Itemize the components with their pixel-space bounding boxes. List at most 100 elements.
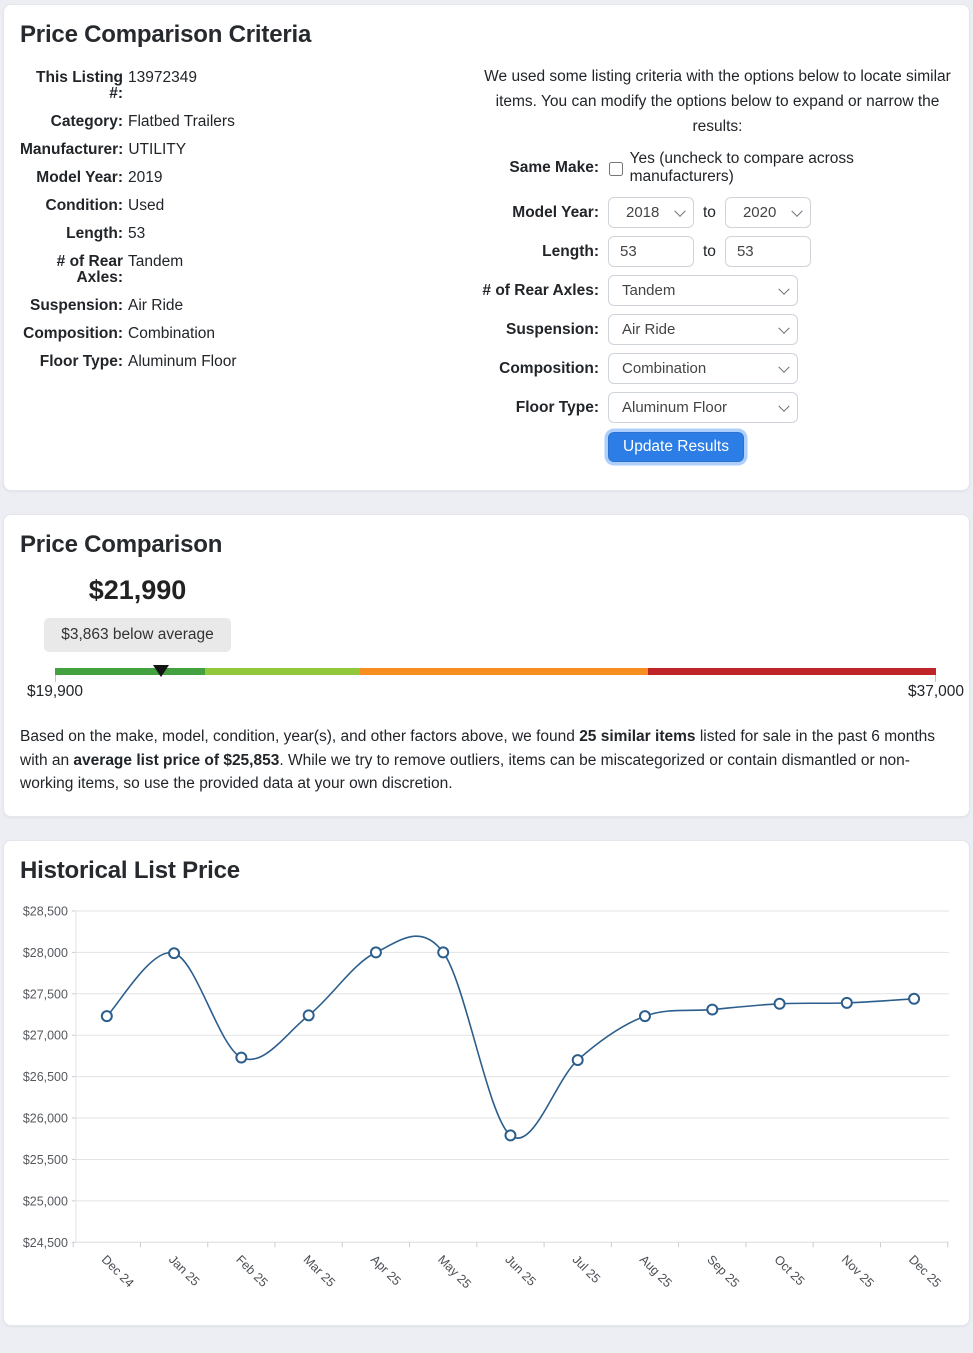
listing-row: Model Year: 2019 bbox=[20, 170, 482, 186]
listing-row: Composition: Combination bbox=[20, 326, 482, 342]
same-make-label: Same Make: bbox=[509, 159, 599, 177]
svg-text:Nov 25: Nov 25 bbox=[839, 1252, 877, 1290]
model-year-label: Model Year: bbox=[512, 203, 599, 221]
listing-label: Floor Type: bbox=[39, 353, 123, 370]
composition-select-label: Composition: bbox=[499, 359, 599, 377]
svg-text:$26,000: $26,000 bbox=[23, 1112, 68, 1126]
criteria-select-rows: # of Rear Axles: Tandem Suspension: Air Rid… bbox=[482, 275, 953, 424]
update-row: Update Results bbox=[482, 432, 953, 463]
criteria-select-row: Floor Type: Aluminum Floor bbox=[482, 392, 953, 424]
svg-text:Oct 25: Oct 25 bbox=[771, 1252, 807, 1288]
svg-text:$24,500: $24,500 bbox=[23, 1236, 68, 1250]
composition-select[interactable]: Combination bbox=[608, 353, 798, 385]
suspension-select[interactable]: Air Ride bbox=[608, 314, 798, 346]
comparison-note: Based on the make, model, condition, yea… bbox=[20, 725, 953, 796]
listing-price: $21,990 bbox=[88, 575, 187, 606]
listing-label: Composition: bbox=[23, 325, 123, 342]
svg-text:$26,500: $26,500 bbox=[23, 1070, 68, 1084]
note-text: Based on the make, model, condition, yea… bbox=[20, 728, 580, 746]
price-range-bar-area bbox=[55, 664, 936, 683]
model-year-to-word: to bbox=[703, 203, 716, 221]
note-text: listed for sale in the past 6 months wit… bbox=[20, 728, 936, 769]
length-to-word: to bbox=[703, 242, 716, 260]
note-bold-average: average list price of $25,853 bbox=[73, 751, 280, 769]
listing-value: Used bbox=[128, 197, 165, 214]
svg-text:$27,000: $27,000 bbox=[23, 1029, 68, 1043]
svg-text:$25,500: $25,500 bbox=[23, 1153, 68, 1167]
price-range-labels: $19,900 $37,000 bbox=[27, 683, 964, 703]
listing-label: Model Year: bbox=[36, 169, 123, 186]
length-row: Length: to bbox=[482, 236, 953, 268]
criteria-select-row: Suspension: Air Ride bbox=[482, 314, 953, 346]
svg-text:Dec 24: Dec 24 bbox=[99, 1252, 137, 1290]
floor-type-select[interactable]: Aluminum Floor bbox=[608, 392, 798, 424]
update-results-button[interactable]: Update Results bbox=[608, 432, 744, 463]
range-min-label: $19,900 bbox=[26, 683, 84, 701]
svg-text:$27,500: $27,500 bbox=[23, 987, 68, 1001]
listing-details: This Listing #: 13972349 Category: Flatbed … bbox=[20, 65, 482, 470]
svg-text:Aug 25: Aug 25 bbox=[637, 1252, 675, 1290]
listing-label: Length: bbox=[66, 225, 123, 242]
svg-text:$25,000: $25,000 bbox=[23, 1194, 68, 1208]
listing-row: Length: 53 bbox=[20, 226, 482, 242]
bar-segment bbox=[55, 668, 205, 676]
criteria-select-row: # of Rear Axles: Tandem bbox=[482, 275, 953, 307]
price-comparison-title: Price Comparison bbox=[20, 531, 223, 559]
listing-value: Aluminum Floor bbox=[128, 353, 237, 370]
price-range-bar bbox=[55, 668, 936, 676]
listing-label: Condition: bbox=[45, 197, 123, 214]
length-from-input[interactable] bbox=[608, 236, 694, 268]
criteria-select-row: Composition: Combination bbox=[482, 353, 953, 385]
listing-value: 53 bbox=[128, 225, 146, 242]
intro-line2: items. You can modify the options below … bbox=[495, 92, 940, 135]
intro-line1: We used some listing criteria with the o… bbox=[484, 68, 951, 85]
price-comparison-card: Price Comparison $21,990 $3,863 below av… bbox=[3, 514, 970, 818]
listing-value: Flatbed Trailers bbox=[128, 113, 235, 130]
svg-text:Apr 25: Apr 25 bbox=[368, 1252, 404, 1288]
listing-value: Combination bbox=[128, 325, 216, 342]
suspension-select-label: Suspension: bbox=[505, 320, 599, 338]
criteria-title: Price Comparison Criteria bbox=[20, 21, 312, 48]
listing-row: Category: Flatbed Trailers bbox=[20, 114, 482, 130]
price-block: $21,990 $3,863 below average bbox=[20, 575, 255, 653]
listing-label: Manufacturer: bbox=[20, 141, 124, 158]
listing-label: Category: bbox=[50, 113, 123, 130]
model-year-to-select[interactable]: 2020 bbox=[724, 197, 811, 229]
historical-card: Historical List Price $28,500 $28,000 $27,… bbox=[3, 840, 970, 1327]
listing-value: 2019 bbox=[128, 169, 163, 186]
listing-value: 13972349 bbox=[128, 69, 197, 86]
criteria-intro: We used some listing criteria with the o… bbox=[482, 65, 953, 139]
bar-segment bbox=[647, 668, 936, 676]
model-year-from-select[interactable]: 2018 bbox=[608, 197, 694, 229]
svg-text:$28,500: $28,500 bbox=[23, 904, 68, 918]
listing-row: # of Rear Axles: Tandem bbox=[20, 254, 482, 286]
listing-row: Suspension: Air Ride bbox=[20, 298, 482, 314]
listing-label: Suspension: bbox=[29, 297, 123, 314]
listing-value: Air Ride bbox=[128, 297, 184, 314]
criteria-card: Price Comparison Criteria This Listing #… bbox=[3, 4, 970, 492]
svg-text:Jan 25: Jan 25 bbox=[166, 1252, 202, 1288]
same-make-checkbox[interactable] bbox=[609, 161, 623, 176]
svg-text:May 25: May 25 bbox=[435, 1252, 474, 1291]
bar-min-tick bbox=[55, 675, 56, 683]
listing-row: Floor Type: Aluminum Floor bbox=[20, 354, 482, 370]
svg-text:Dec 25: Dec 25 bbox=[906, 1252, 944, 1290]
model-year-row: Model Year: 2018 to 2020 bbox=[482, 197, 953, 229]
listing-value: UTILITY bbox=[128, 141, 187, 158]
svg-text:Mar 25: Mar 25 bbox=[301, 1252, 338, 1289]
rear-axles-select[interactable]: Tandem bbox=[608, 275, 798, 307]
listing-value: Tandem bbox=[128, 253, 184, 270]
svg-text:$28,000: $28,000 bbox=[23, 946, 68, 960]
svg-text:Jun 25: Jun 25 bbox=[502, 1252, 538, 1288]
listing-label: This Listing #: bbox=[36, 69, 123, 102]
bar-segment bbox=[204, 668, 360, 676]
floor-type-select-label: Floor Type: bbox=[515, 398, 599, 416]
listing-label: # of Rear Axles: bbox=[56, 253, 123, 286]
bar-segment bbox=[359, 668, 648, 676]
historical-title: Historical List Price bbox=[20, 857, 240, 885]
same-make-row: Same Make: Yes (uncheck to compare acros… bbox=[482, 150, 953, 186]
length-to-input[interactable] bbox=[724, 236, 811, 268]
note-bold-items: 25 similar items bbox=[579, 728, 696, 746]
listing-row: Manufacturer: UTILITY bbox=[20, 142, 482, 158]
below-average-badge: $3,863 below average bbox=[44, 618, 231, 653]
